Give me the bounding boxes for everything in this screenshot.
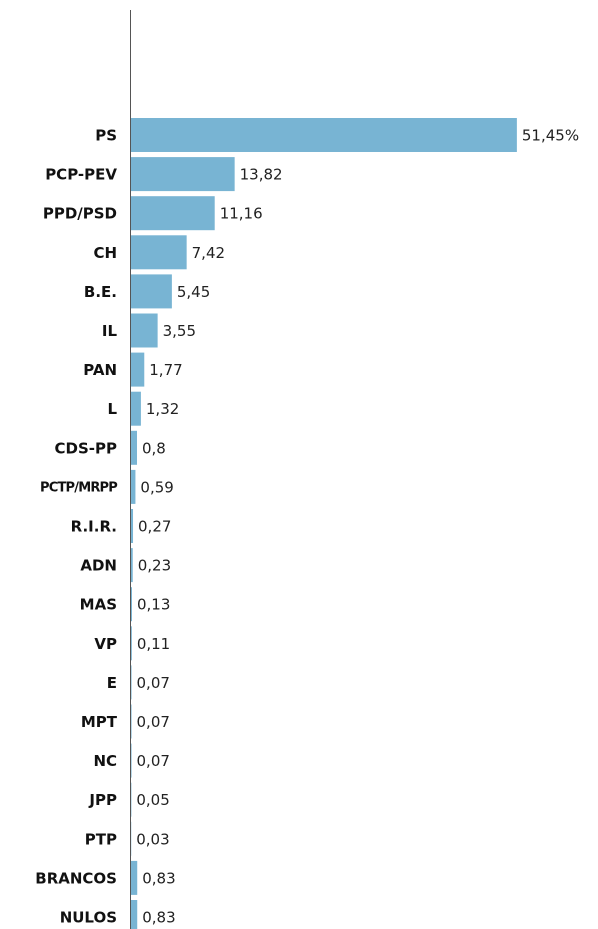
bar (131, 469, 136, 504)
value-label: 1,32 (146, 400, 179, 418)
category-label: NC (93, 752, 117, 770)
category-label: PS (95, 127, 117, 145)
bar (131, 587, 132, 622)
bar (131, 157, 235, 192)
bar (131, 704, 132, 739)
category-label: R.I.R. (71, 518, 117, 536)
value-label: 0,23 (138, 557, 171, 575)
bar (131, 509, 134, 543)
bar (131, 900, 138, 929)
bar (131, 665, 132, 700)
value-label: 0,13 (137, 596, 170, 614)
bar (131, 235, 187, 270)
bar (131, 313, 158, 348)
bar (131, 118, 517, 152)
value-label: 11,16 (220, 205, 263, 223)
bar (131, 430, 137, 465)
category-label: PAN (83, 361, 117, 379)
category-label: B.E. (84, 283, 117, 301)
category-label: CDS-PP (55, 439, 117, 457)
value-label: 1,77 (149, 361, 182, 379)
value-label: 0,8 (142, 439, 166, 457)
value-label: 0,11 (137, 635, 170, 653)
category-label: PTP (85, 830, 117, 848)
value-label: 0,07 (137, 674, 170, 692)
value-label: 51,45% (522, 127, 579, 145)
value-label: 13,82 (240, 166, 283, 184)
category-label: VP (94, 635, 117, 653)
bar (131, 391, 141, 426)
category-label: PPD/PSD (43, 205, 117, 223)
value-label: 0,27 (138, 518, 171, 536)
bar (131, 196, 215, 231)
bar (131, 743, 132, 778)
value-label: 7,42 (192, 244, 225, 262)
category-label: CH (93, 244, 117, 262)
category-label: NULOS (60, 909, 117, 927)
bar (131, 548, 133, 583)
category-label: L (107, 400, 117, 418)
category-label: PCP-PEV (45, 166, 117, 184)
value-label: 0,59 (140, 478, 173, 496)
category-label: JPP (88, 791, 117, 809)
category-label: MPT (81, 713, 118, 731)
value-label: 0,07 (137, 713, 170, 731)
value-label: 0,83 (142, 869, 175, 887)
category-label: BRANCOS (35, 869, 117, 887)
value-label: 0,83 (142, 909, 175, 927)
bar (131, 860, 138, 895)
bar (131, 352, 145, 387)
category-label: PCTP/MRPP (40, 480, 117, 495)
category-label: IL (102, 322, 118, 340)
category-label: MAS (80, 596, 117, 614)
value-label: 3,55 (163, 322, 196, 340)
value-label: 0,07 (137, 752, 170, 770)
value-label: 0,05 (136, 791, 169, 809)
bar (131, 274, 172, 309)
value-label: 0,03 (136, 830, 169, 848)
category-label: E (107, 674, 117, 692)
value-label: 5,45 (177, 283, 210, 301)
bar (131, 626, 132, 661)
category-label: ADN (80, 557, 117, 575)
